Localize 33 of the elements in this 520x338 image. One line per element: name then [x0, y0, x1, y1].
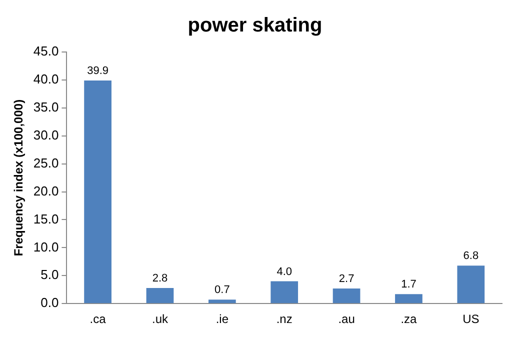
- bar: [270, 281, 298, 304]
- data-label: 2.7: [338, 273, 354, 286]
- x-tick-label: US: [462, 312, 480, 326]
- chart-title: power skating: [188, 14, 322, 37]
- y-tick-label: 20.0: [33, 183, 59, 198]
- bar: [84, 80, 112, 304]
- data-label: 6.8: [463, 250, 479, 262]
- bar: [208, 300, 236, 304]
- bar: [146, 288, 174, 304]
- data-label: 1.7: [401, 278, 416, 291]
- y-tick-label: 25.0: [33, 155, 59, 170]
- y-tick-label: 35.0: [33, 99, 59, 114]
- data-label: 39.9: [87, 65, 109, 78]
- x-tick-label: .ca: [90, 312, 106, 326]
- y-tick-label: 40.0: [33, 72, 59, 87]
- x-tick-label: .ie: [216, 312, 229, 326]
- x-tick-label: .za: [400, 312, 418, 326]
- y-tick-label: 10.0: [33, 239, 59, 254]
- y-tick-label: 45.0: [33, 44, 59, 59]
- y-axis-title: Frequency index (x100,000): [12, 99, 26, 256]
- x-tick-label: .nz: [276, 312, 292, 326]
- x-tick-label: .uk: [152, 312, 169, 326]
- x-tick-label: .au: [338, 312, 355, 326]
- data-label: 0.7: [214, 284, 230, 296]
- y-tick-label: 15.0: [33, 211, 59, 226]
- bar: [332, 288, 360, 304]
- data-label: 2.8: [152, 272, 168, 284]
- y-tick-label: 0.0: [40, 295, 59, 310]
- bar: [395, 294, 422, 304]
- y-tick-label: 5.0: [40, 267, 59, 282]
- data-label: 4.0: [276, 266, 292, 278]
- bar: [457, 266, 485, 304]
- y-tick-label: 30.0: [33, 127, 59, 142]
